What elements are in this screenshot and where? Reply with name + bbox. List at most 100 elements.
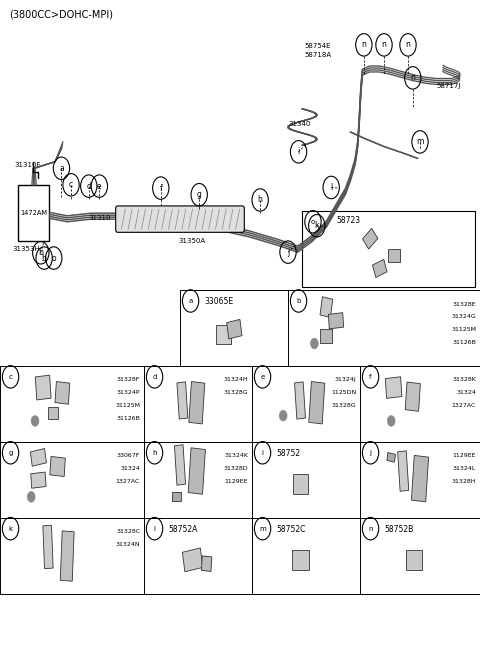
Text: 1129EE: 1129EE <box>453 453 476 458</box>
FancyBboxPatch shape <box>116 206 244 232</box>
Bar <box>0 442 144 518</box>
Bar <box>302 211 475 287</box>
Text: e: e <box>261 374 264 380</box>
Bar <box>18 185 49 241</box>
Bar <box>292 550 309 570</box>
Circle shape <box>387 416 395 426</box>
Text: b: b <box>38 248 43 257</box>
Bar <box>385 377 402 399</box>
Text: 31328C: 31328C <box>116 529 140 534</box>
Text: 58752C: 58752C <box>276 525 305 534</box>
Text: n: n <box>368 525 373 532</box>
Text: 31310: 31310 <box>89 214 111 221</box>
Text: n: n <box>406 40 410 50</box>
Text: 31324: 31324 <box>120 466 140 471</box>
Bar <box>216 325 231 344</box>
Bar <box>406 550 422 570</box>
Text: 1125DN: 1125DN <box>331 390 356 395</box>
Text: g: g <box>197 190 202 199</box>
Bar <box>295 382 305 419</box>
Text: 1129EE: 1129EE <box>225 479 248 484</box>
Text: o: o <box>51 253 56 263</box>
Text: 31328D: 31328D <box>224 466 248 471</box>
Text: 31350A: 31350A <box>179 238 206 244</box>
Bar <box>189 381 205 424</box>
Text: 31324L: 31324L <box>453 466 476 471</box>
Text: 31324H: 31324H <box>224 378 248 382</box>
Text: 58718A: 58718A <box>305 51 332 58</box>
Bar <box>288 290 480 366</box>
Text: e: e <box>97 182 102 191</box>
Bar <box>321 329 332 343</box>
Text: (3800CC>DOHC-MPI): (3800CC>DOHC-MPI) <box>10 10 114 20</box>
Text: 31324P: 31324P <box>117 390 140 395</box>
Text: 58723: 58723 <box>336 216 360 226</box>
Bar <box>293 474 308 494</box>
Text: n: n <box>382 40 386 50</box>
Text: j: j <box>370 449 372 456</box>
Bar <box>252 366 360 442</box>
Bar <box>0 366 144 442</box>
Bar <box>227 319 242 339</box>
Text: f: f <box>369 374 372 380</box>
Text: 31324J: 31324J <box>335 378 356 382</box>
Text: 31324K: 31324K <box>224 453 248 458</box>
Text: h: h <box>152 449 157 456</box>
Text: c: c <box>9 374 12 380</box>
Text: 31340: 31340 <box>288 121 311 127</box>
Text: l: l <box>330 183 332 192</box>
Text: 33067F: 33067F <box>117 453 140 458</box>
Text: 31328H: 31328H <box>452 479 476 484</box>
Text: b: b <box>42 253 47 263</box>
Bar <box>180 290 288 366</box>
Bar <box>177 382 188 419</box>
Text: 31125M: 31125M <box>451 327 476 333</box>
Bar <box>60 531 74 581</box>
Text: j: j <box>287 248 289 257</box>
Bar <box>252 518 360 594</box>
Text: m: m <box>259 525 266 532</box>
Text: 58717J: 58717J <box>437 82 461 89</box>
Bar <box>388 249 400 262</box>
Text: 31324G: 31324G <box>451 314 476 319</box>
Text: k: k <box>9 525 12 532</box>
Text: 31125M: 31125M <box>115 403 140 409</box>
Text: 31328G: 31328G <box>332 403 356 409</box>
Circle shape <box>31 416 39 426</box>
Text: h: h <box>258 195 263 205</box>
Text: i: i <box>298 147 300 156</box>
Bar <box>31 472 46 488</box>
Bar <box>309 381 325 424</box>
Circle shape <box>311 338 318 348</box>
Text: 31328G: 31328G <box>224 390 248 395</box>
Text: o: o <box>311 218 315 225</box>
Text: 31126B: 31126B <box>116 416 140 421</box>
Bar <box>252 442 360 518</box>
Bar <box>362 228 378 249</box>
Circle shape <box>27 492 35 502</box>
Text: 58752A: 58752A <box>168 525 197 534</box>
Bar <box>411 455 429 502</box>
Bar <box>144 366 252 442</box>
Bar <box>36 375 51 400</box>
Bar <box>405 382 420 411</box>
Text: c: c <box>69 180 73 189</box>
Text: i: i <box>262 449 264 456</box>
Text: 58752: 58752 <box>276 449 300 458</box>
Bar <box>30 449 47 466</box>
Text: 31126B: 31126B <box>452 341 476 345</box>
Text: d: d <box>86 182 91 191</box>
Text: 1327AC: 1327AC <box>116 479 140 484</box>
Text: a: a <box>189 298 192 304</box>
Text: f: f <box>159 183 162 193</box>
Bar <box>188 448 205 494</box>
Text: b: b <box>296 298 301 304</box>
Text: 31328F: 31328F <box>117 378 140 382</box>
Text: 31328E: 31328E <box>453 302 476 306</box>
Bar <box>144 442 252 518</box>
Bar <box>387 453 396 462</box>
Text: k: k <box>314 221 319 230</box>
Bar <box>43 525 53 569</box>
Text: 58754E: 58754E <box>305 43 331 49</box>
Text: 31353H: 31353H <box>12 246 40 251</box>
